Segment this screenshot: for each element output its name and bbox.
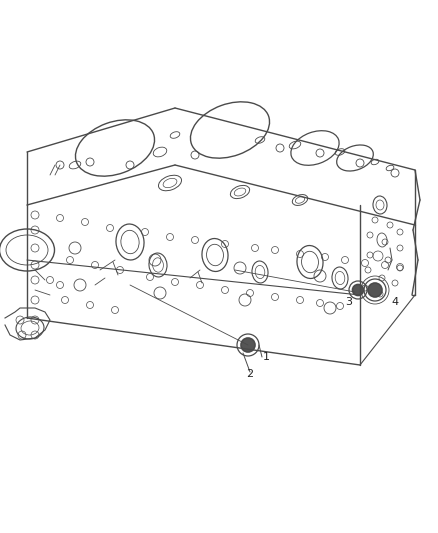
Circle shape (352, 285, 363, 295)
Text: 3: 3 (344, 297, 351, 307)
Text: 4: 4 (390, 297, 397, 307)
Text: 1: 1 (262, 352, 269, 362)
Circle shape (367, 283, 381, 297)
Circle shape (240, 338, 254, 352)
Text: 2: 2 (245, 369, 253, 379)
